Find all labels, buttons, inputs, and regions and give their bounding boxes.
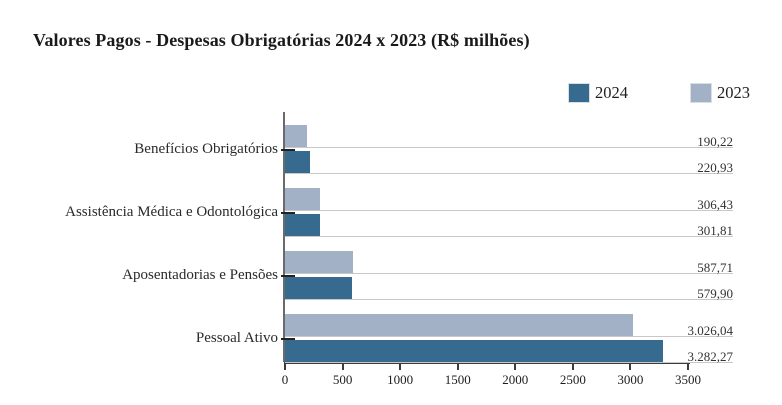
x-axis-tick [284, 364, 286, 370]
x-axis-line [284, 362, 690, 364]
category-tick [281, 212, 295, 214]
gridline [285, 210, 733, 211]
category-label: Pessoal Ativo [195, 330, 278, 346]
legend-label-2023: 2023 [717, 83, 750, 102]
gridline [285, 173, 733, 174]
category-label: Aposentadorias e Pensões [122, 267, 278, 283]
category-tick [281, 149, 295, 151]
x-axis-tick-label: 3500 [675, 372, 701, 387]
value-label-2023: 587,71 [697, 260, 733, 275]
value-label-2024: 3.282,27 [687, 349, 734, 364]
gridline [285, 362, 733, 363]
legend-label-2024: 2024 [595, 83, 628, 102]
bar-2024-2 [285, 214, 320, 236]
bar-2024-3 [285, 277, 352, 299]
gridline [285, 147, 733, 148]
x-axis-tick [514, 364, 517, 370]
x-axis-tick-label: 500 [332, 372, 353, 387]
value-label-2024: 579,90 [697, 286, 733, 301]
x-axis-tick [571, 364, 574, 370]
value-label-2024: 301,81 [697, 223, 733, 238]
category-tick [281, 338, 295, 340]
category-label: Benefícios Obrigatórios [134, 141, 278, 157]
x-axis-tick [456, 364, 459, 370]
bar-2023-3 [285, 251, 353, 273]
gridline [285, 273, 733, 274]
chart-title: Valores Pagos - Despesas Obrigatórias 20… [33, 30, 530, 50]
x-axis-tick-label: 1000 [387, 372, 414, 387]
bar-2023-4 [285, 314, 634, 336]
legend-swatch-2023-icon [690, 83, 712, 103]
x-axis-tick [341, 364, 344, 370]
x-axis-tick-label: 2000 [502, 372, 529, 387]
legend-swatch-2024-icon [568, 83, 590, 103]
category-label: Assistência Médica e Odontológica [65, 204, 278, 220]
bar-2023-2 [285, 188, 321, 210]
x-axis-tick-label: 1500 [444, 372, 471, 387]
bar-2023-1 [285, 125, 307, 147]
y-axis-line [283, 112, 285, 362]
legend-item-2024[interactable]: 2024 [568, 83, 628, 103]
x-axis-tick [687, 364, 689, 370]
category-tick [281, 275, 295, 277]
value-label-2023: 306,43 [697, 197, 733, 212]
value-label-2024: 220,93 [697, 160, 733, 175]
gridline [285, 299, 733, 300]
value-label-2023: 190,22 [697, 134, 733, 149]
value-label-2023: 3.026,04 [687, 323, 734, 338]
x-axis-tick [399, 364, 402, 370]
legend-item-2023[interactable]: 2023 [690, 83, 750, 103]
x-axis-tick-label: 2500 [559, 372, 586, 387]
gridline [285, 336, 733, 337]
gridline [285, 236, 733, 237]
legend: 2024 2023 [568, 83, 750, 103]
bar-2024-1 [285, 151, 311, 173]
x-axis-tick-label: 3000 [617, 372, 644, 387]
x-axis-tick-label: 0 [281, 372, 289, 387]
x-axis-tick [629, 364, 632, 370]
bar-2024-4 [285, 340, 663, 362]
